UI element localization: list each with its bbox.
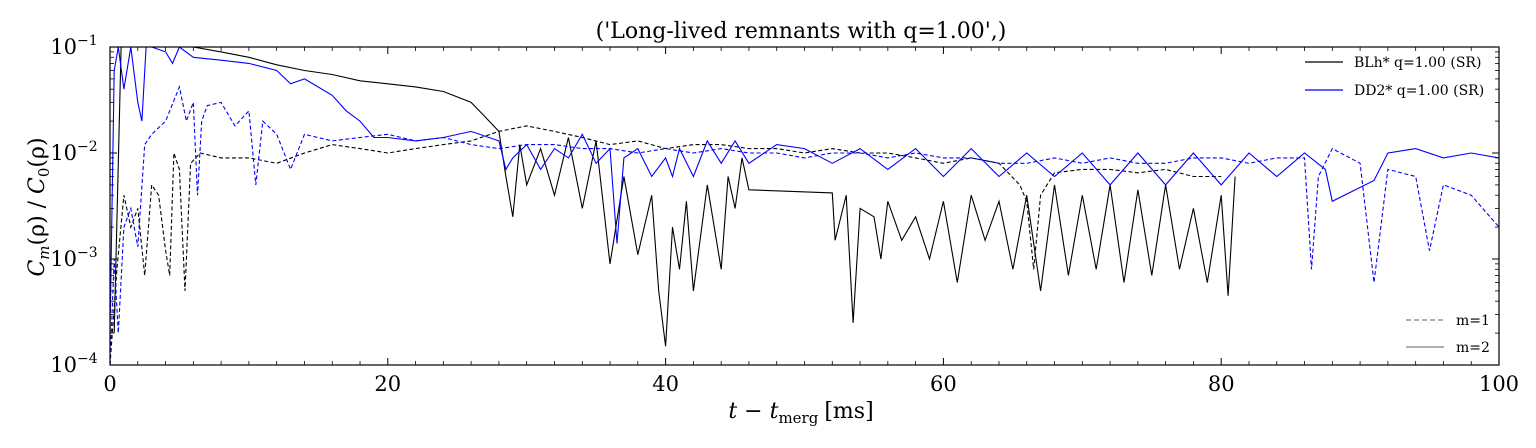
legend-label-m2: m=2 bbox=[1456, 340, 1490, 356]
plot-frame bbox=[109, 46, 1500, 366]
legend-label-dd2: DD2* q=1.00 (SR) bbox=[1354, 83, 1484, 99]
x-tick-label: 60 bbox=[930, 372, 957, 396]
x-tick-label: 20 bbox=[374, 372, 401, 396]
y-tick-label: 10−2 bbox=[50, 139, 97, 165]
y-tick-label: 10−3 bbox=[50, 245, 97, 271]
legend-label-m1: m=1 bbox=[1456, 313, 1490, 329]
x-axis-ticks: 0 20 40 60 80 100 bbox=[103, 47, 1519, 396]
x-tick-label: 100 bbox=[1479, 372, 1519, 396]
series-layer bbox=[110, 47, 1499, 365]
x-tick-label: 40 bbox=[652, 372, 679, 396]
chart-title: ('Long-lived remnants with q=1.00',) bbox=[596, 19, 1007, 44]
y-tick-label: 10−4 bbox=[50, 351, 97, 377]
series-line-2 bbox=[110, 47, 1499, 334]
y-tick-label: 10−1 bbox=[50, 33, 97, 59]
y-axis-label: Cm(ρ) / C0(ρ) bbox=[25, 137, 53, 276]
series-line-3 bbox=[110, 85, 1499, 365]
legend-modes: m=1 m=2 bbox=[1406, 313, 1490, 356]
legend-label-blh: BLh* q=1.00 (SR) bbox=[1354, 55, 1481, 71]
series-line-1 bbox=[110, 125, 1222, 365]
x-axis-label: t − tmerg [ms] bbox=[728, 399, 873, 427]
y-axis-ticks: 10−4 10−3 10−2 10−1 bbox=[50, 33, 1499, 377]
series-line-0 bbox=[113, 47, 1236, 347]
x-tick-label: 0 bbox=[103, 372, 116, 396]
x-tick-label: 80 bbox=[1208, 372, 1235, 396]
legend-models: BLh* q=1.00 (SR) DD2* q=1.00 (SR) bbox=[1305, 55, 1484, 99]
